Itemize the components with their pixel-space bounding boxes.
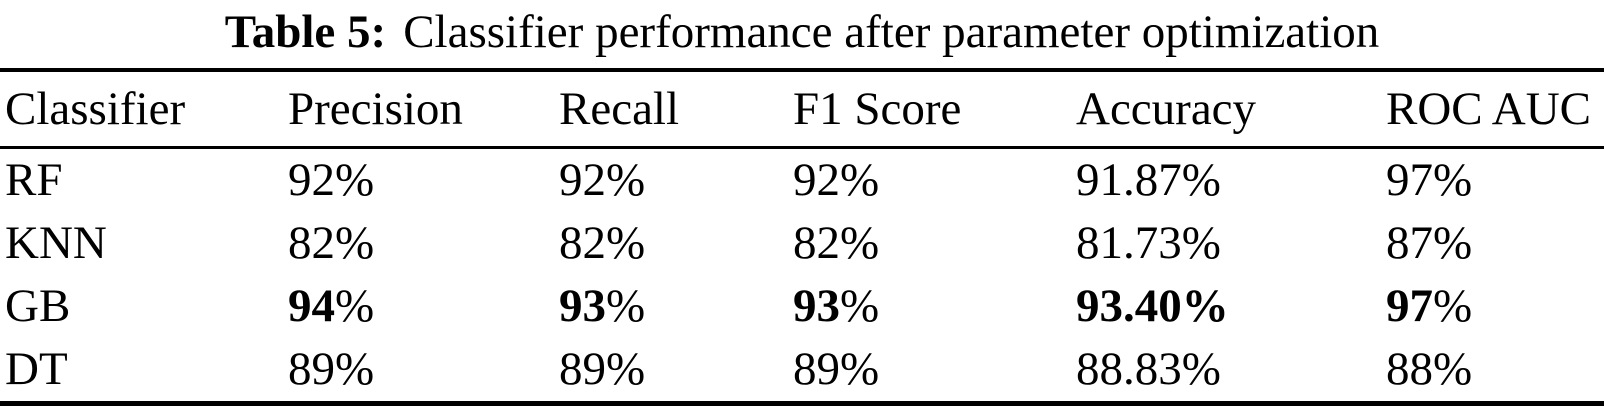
percent-sign: % <box>840 217 880 269</box>
metric-value: 88.83 <box>1076 343 1182 395</box>
table-row-rf: RF 92% 92% 92% 91.87% 97% <box>0 148 1604 213</box>
percent-sign: % <box>335 280 375 332</box>
percent-sign: % <box>1181 343 1221 395</box>
metric-value: 91.87 <box>1076 154 1182 206</box>
classifier-name: GB <box>5 280 71 332</box>
classifier-name-cell: KNN <box>0 212 288 275</box>
table-cell: 88% <box>1386 338 1604 404</box>
table-cell: 89% <box>288 338 559 404</box>
percent-sign: % <box>1181 217 1221 269</box>
percent-sign: % <box>606 280 646 332</box>
metric-value: 92 <box>288 154 335 206</box>
table-row-gb: GB 94% 93% 93% 93.40% 97% <box>0 275 1604 338</box>
table-cell: 94% <box>288 275 559 338</box>
classifier-name-cell: DT <box>0 338 288 404</box>
percent-sign: % <box>840 154 880 206</box>
percent-sign: % <box>840 280 880 332</box>
metric-value: 93 <box>559 280 606 332</box>
column-header-f1-score: F1 Score <box>793 70 1076 149</box>
metric-value: 89 <box>559 343 606 395</box>
percent-sign: % <box>1181 154 1221 206</box>
table-cell: 82% <box>793 212 1076 275</box>
percent-sign: % <box>606 217 646 269</box>
table-cell: 91.87% <box>1076 148 1386 213</box>
percent-sign: % <box>840 343 880 395</box>
metric-value: 94 <box>288 280 335 332</box>
percent-sign: % <box>1181 280 1229 332</box>
metric-value: 87 <box>1386 217 1433 269</box>
classifier-name-cell: RF <box>0 148 288 213</box>
table-cell: 92% <box>288 148 559 213</box>
metric-value: 93 <box>793 280 840 332</box>
table-caption-text: Classifier performance after parameter o… <box>403 5 1380 58</box>
percent-sign: % <box>606 154 646 206</box>
table-cell: 97% <box>1386 275 1604 338</box>
percent-sign: % <box>335 217 375 269</box>
metric-value: 92 <box>559 154 606 206</box>
table-cell: 93% <box>559 275 793 338</box>
table-cell: 92% <box>559 148 793 213</box>
metric-value: 92 <box>793 154 840 206</box>
table-cell: 93.40% <box>1076 275 1386 338</box>
table-cell: 87% <box>1386 212 1604 275</box>
table-cell: 89% <box>793 338 1076 404</box>
percent-sign: % <box>335 154 375 206</box>
results-table: Classifier Precision Recall F1 Score Acc… <box>0 68 1604 406</box>
percent-sign: % <box>606 343 646 395</box>
table-cell: 82% <box>288 212 559 275</box>
table-row-dt: DT 89% 89% 89% 88.83% 88% <box>0 338 1604 404</box>
table-caption-label: Table 5: <box>224 5 387 58</box>
column-header-classifier: Classifier <box>0 70 288 149</box>
metric-value: 97 <box>1386 154 1433 206</box>
metric-value: 82 <box>288 217 335 269</box>
percent-sign: % <box>1433 154 1473 206</box>
column-header-recall: Recall <box>559 70 793 149</box>
metric-value: 81.73 <box>1076 217 1182 269</box>
table-cell: 81.73% <box>1076 212 1386 275</box>
metric-value: 97 <box>1386 280 1433 332</box>
table-row-knn: KNN 82% 82% 82% 81.73% 87% <box>0 212 1604 275</box>
classifier-name: KNN <box>5 217 107 269</box>
table-cell: 88.83% <box>1076 338 1386 404</box>
table-cell: 97% <box>1386 148 1604 213</box>
column-header-roc-auc: ROC AUC <box>1386 70 1604 149</box>
metric-value: 93.40 <box>1076 280 1182 332</box>
metric-value: 82 <box>793 217 840 269</box>
classifier-name: RF <box>5 154 63 206</box>
table-caption: Table 5: Classifier performance after pa… <box>0 0 1604 64</box>
table-cell: 89% <box>559 338 793 404</box>
table-cell: 93% <box>793 275 1076 338</box>
percent-sign: % <box>335 343 375 395</box>
metric-value: 82 <box>559 217 606 269</box>
column-header-accuracy: Accuracy <box>1076 70 1386 149</box>
percent-sign: % <box>1433 280 1473 332</box>
classifier-name-cell: GB <box>0 275 288 338</box>
percent-sign: % <box>1433 343 1473 395</box>
percent-sign: % <box>1433 217 1473 269</box>
column-header-precision: Precision <box>288 70 559 149</box>
table-cell: 82% <box>559 212 793 275</box>
table-header-row: Classifier Precision Recall F1 Score Acc… <box>0 70 1604 149</box>
metric-value: 89 <box>288 343 335 395</box>
metric-value: 89 <box>793 343 840 395</box>
metric-value: 88 <box>1386 343 1433 395</box>
table-cell: 92% <box>793 148 1076 213</box>
classifier-name: DT <box>5 343 68 395</box>
